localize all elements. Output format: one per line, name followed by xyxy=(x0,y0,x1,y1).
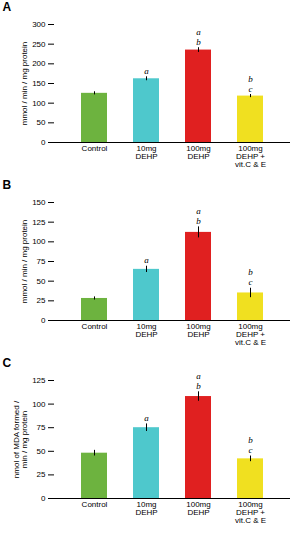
svg-text:75: 75 xyxy=(37,423,46,432)
svg-text:a: a xyxy=(144,66,149,76)
svg-text:50: 50 xyxy=(37,447,46,456)
svg-text:0: 0 xyxy=(41,138,46,147)
svg-text:mmol / min / mg protein: mmol / min / mg protein xyxy=(20,42,29,126)
svg-text:a: a xyxy=(196,206,201,216)
svg-text:25: 25 xyxy=(37,470,46,479)
svg-text:75: 75 xyxy=(37,257,46,266)
svg-text:250: 250 xyxy=(32,40,46,49)
svg-text:25: 25 xyxy=(37,296,46,305)
svg-text:a: a xyxy=(144,255,149,265)
svg-text:0: 0 xyxy=(41,494,46,503)
svg-text:b: b xyxy=(196,216,201,226)
svg-text:50: 50 xyxy=(37,118,46,127)
svg-text:100mgDEHP +vit.C & E: 100mgDEHP +vit.C & E xyxy=(235,500,266,525)
svg-text:a: a xyxy=(144,413,149,423)
svg-text:100mgDEHP: 100mgDEHP xyxy=(186,500,210,517)
svg-text:a: a xyxy=(196,371,201,381)
svg-text:125: 125 xyxy=(32,376,46,385)
svg-text:B: B xyxy=(3,178,12,192)
svg-text:A: A xyxy=(3,0,12,14)
svg-text:100: 100 xyxy=(32,99,46,108)
svg-text:Control: Control xyxy=(82,322,108,331)
svg-text:50: 50 xyxy=(37,277,46,286)
svg-text:mmol / min / mg protein: mmol / min / mg protein xyxy=(20,220,29,304)
svg-text:nmol of MDA formed /min / mg p: nmol of MDA formed /min / mg protein xyxy=(12,400,29,478)
svg-text:100mgDEHP: 100mgDEHP xyxy=(186,322,210,339)
svg-text:0: 0 xyxy=(41,316,46,325)
svg-text:200: 200 xyxy=(32,59,46,68)
svg-text:100: 100 xyxy=(32,237,46,246)
svg-text:10mgDEHP: 10mgDEHP xyxy=(135,144,157,161)
svg-text:150: 150 xyxy=(32,198,46,207)
svg-text:b: b xyxy=(248,74,253,84)
svg-text:150: 150 xyxy=(32,79,46,88)
svg-text:100mgDEHP: 100mgDEHP xyxy=(186,144,210,161)
svg-text:10mgDEHP: 10mgDEHP xyxy=(135,322,157,339)
svg-text:100mgDEHP +vit.C & E: 100mgDEHP +vit.C & E xyxy=(235,322,266,347)
svg-text:C: C xyxy=(3,356,12,370)
svg-text:b: b xyxy=(248,267,253,277)
svg-text:10mgDEHP: 10mgDEHP xyxy=(135,500,157,517)
svg-text:b: b xyxy=(196,381,201,391)
svg-text:100: 100 xyxy=(32,400,46,409)
svg-text:a: a xyxy=(196,27,201,37)
svg-text:300: 300 xyxy=(32,20,46,29)
svg-text:c: c xyxy=(249,445,253,455)
svg-text:c: c xyxy=(249,84,253,94)
svg-text:c: c xyxy=(249,277,253,287)
svg-text:100mgDEHP +vit.C & E: 100mgDEHP +vit.C & E xyxy=(235,144,266,169)
svg-text:125: 125 xyxy=(32,218,46,227)
svg-text:b: b xyxy=(248,435,253,445)
svg-text:Control: Control xyxy=(82,500,108,509)
svg-text:b: b xyxy=(196,37,201,47)
svg-text:Control: Control xyxy=(82,144,108,153)
